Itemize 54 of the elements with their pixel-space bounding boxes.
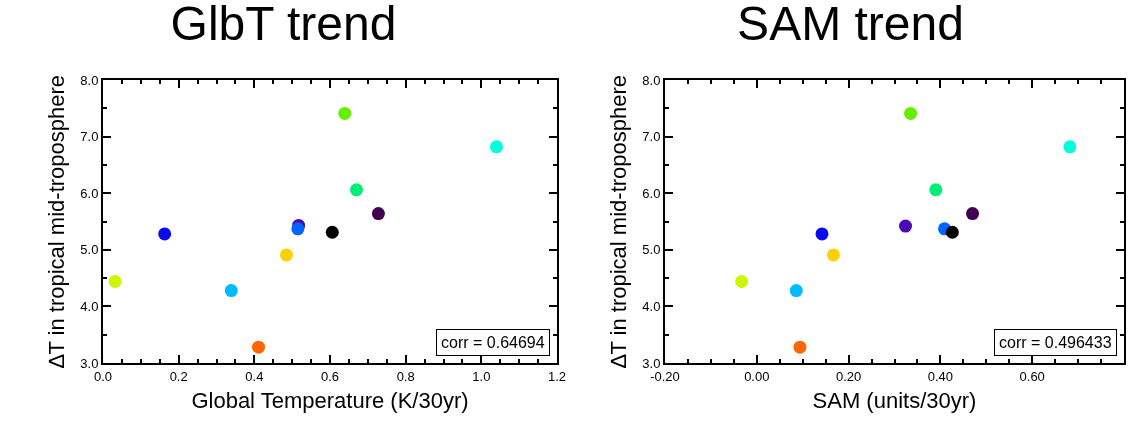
point (371, 207, 385, 221)
point (338, 106, 352, 120)
point (252, 340, 265, 354)
point (325, 225, 339, 239)
y-tick-label: 3.0 (80, 355, 99, 371)
x-axis-title: Global Temperature (K/30yr) (191, 388, 469, 413)
point (815, 227, 829, 241)
y-tick-label: 6.0 (642, 185, 661, 201)
point (904, 106, 918, 120)
point (349, 183, 363, 197)
y-tick-label: 4.0 (642, 298, 661, 314)
point (280, 248, 293, 262)
y-tick-label: 5.0 (80, 242, 99, 258)
y-tick-label: 7.0 (80, 129, 99, 145)
point (945, 225, 959, 239)
x-tick-label: 0.20 (835, 368, 862, 384)
x-tick-label: 0.00 (744, 368, 770, 384)
y-tick-label: 3.0 (642, 355, 661, 371)
x-tick-label: 1.2 (547, 368, 567, 384)
point (489, 140, 503, 154)
annotation: corr = 0.64694 (441, 334, 545, 351)
x-tick-label: 0.8 (396, 368, 415, 384)
x-tick-label: 0.4 (245, 368, 264, 384)
x-tick-label: 1.0 (472, 368, 491, 384)
x-tick-label: 0.0 (93, 368, 113, 384)
point (291, 222, 305, 236)
point (1063, 140, 1077, 154)
annotation: corr = 0.496433 (999, 334, 1112, 351)
x-tick-label: 0.40 (927, 368, 954, 384)
point (735, 275, 749, 288)
point (899, 219, 913, 233)
y-tick-label: 4.0 (80, 298, 99, 314)
point (793, 340, 807, 354)
x-tick-label: 0.2 (169, 368, 188, 384)
point (789, 284, 803, 298)
y-tick-label: 6.0 (80, 185, 99, 201)
point (108, 275, 122, 288)
chart-title: GlbT trend (170, 0, 397, 51)
y-tick-label: 5.0 (642, 242, 661, 258)
point (826, 248, 840, 262)
point (966, 207, 980, 221)
point (929, 183, 943, 197)
point (158, 227, 172, 241)
x-tick-label: 0.60 (1019, 368, 1045, 384)
point (224, 284, 238, 298)
x-tick-label: -0.20 (650, 368, 680, 384)
y-axis-title: ∆T in tropical mid-troposphere (43, 74, 69, 369)
x-tick-label: 0.6 (320, 368, 340, 384)
y-tick-label: 7.0 (642, 129, 661, 145)
chart-title: SAM trend (737, 0, 964, 51)
y-tick-label: 8.0 (642, 72, 661, 88)
y-tick-label: 8.0 (80, 72, 99, 88)
y-axis-title: ∆T in tropical mid-troposphere (605, 74, 631, 369)
x-axis-title: SAM (units/30yr) (812, 388, 977, 413)
